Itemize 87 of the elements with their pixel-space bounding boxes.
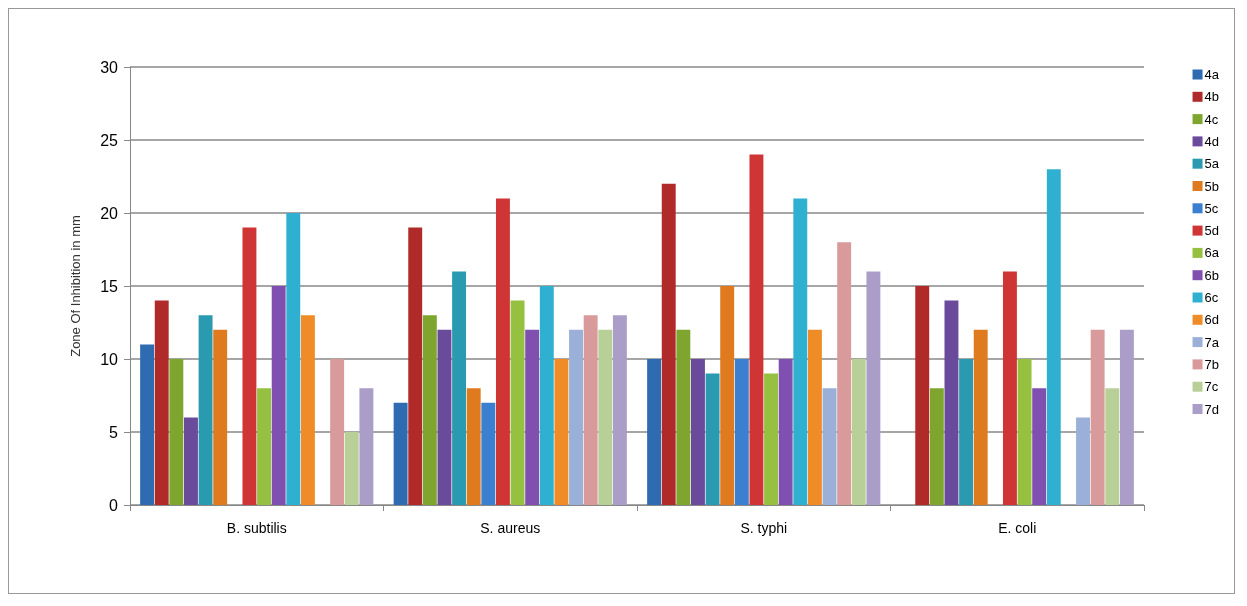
bar (612, 315, 627, 505)
y-axis-title: Zone Of Inhibition in mm (68, 215, 83, 357)
bar (510, 300, 525, 505)
bar (1090, 329, 1105, 505)
bar (300, 315, 315, 505)
legend-label: 6c (1204, 290, 1219, 305)
y-tick-label: 0 (109, 496, 119, 514)
bar (973, 329, 988, 505)
bar (583, 315, 598, 505)
bar (1017, 359, 1032, 505)
x-tick-label: B. subtilis (226, 520, 287, 536)
legend-label: 6d (1204, 312, 1220, 328)
bar (1032, 388, 1047, 505)
bar (764, 373, 779, 505)
bar (851, 359, 866, 505)
bar (481, 402, 496, 505)
legend-label: 7b (1204, 356, 1220, 372)
bar (734, 359, 749, 505)
bar (525, 329, 540, 505)
bar (1076, 417, 1090, 505)
bar (408, 227, 423, 505)
y-tick-label: 5 (109, 423, 119, 441)
legend-label: 4b (1204, 89, 1220, 105)
bar (866, 271, 881, 505)
bar (184, 417, 198, 505)
bar (437, 329, 452, 505)
bar (705, 373, 720, 505)
bar (915, 286, 930, 505)
y-tick-label: 25 (100, 131, 119, 149)
bar (647, 359, 662, 505)
bar (1119, 329, 1134, 505)
bar (676, 329, 691, 505)
bar (359, 388, 374, 505)
y-tick-label: 10 (100, 350, 119, 368)
bar (452, 271, 467, 505)
bar (154, 300, 169, 505)
x-tick-label: S. aureus (480, 520, 541, 536)
legend-label: 6a (1204, 245, 1220, 261)
legend-label: 4c (1204, 111, 1219, 127)
legend-label: 5a (1204, 156, 1220, 172)
bar (959, 359, 974, 505)
bar (598, 329, 613, 505)
bar (837, 242, 852, 505)
legend-label: 5b (1204, 178, 1220, 194)
bar (393, 402, 408, 505)
legend-label: 4d (1204, 133, 1220, 149)
legend-label: 6b (1204, 267, 1220, 283)
legend-label: 7c (1204, 379, 1219, 395)
x-tick-label: S. typhi (740, 520, 788, 536)
bar (944, 300, 959, 505)
bar (169, 359, 184, 505)
bar (1105, 388, 1120, 505)
bar (286, 213, 301, 505)
bar (929, 388, 944, 505)
legend-label: 4a (1204, 67, 1220, 82)
bar (140, 344, 155, 505)
bar (422, 315, 437, 505)
y-tick-label: 30 (100, 58, 119, 76)
bar (213, 329, 228, 505)
legend-label: 5c (1204, 200, 1219, 216)
bar (495, 198, 510, 505)
legend-label: 5d (1204, 223, 1220, 239)
bar (720, 286, 735, 505)
bar (198, 315, 213, 505)
bar (257, 388, 272, 505)
bar (793, 198, 808, 505)
bar (691, 359, 705, 505)
bar (271, 286, 286, 505)
bar (554, 359, 569, 505)
y-tick-label: 20 (100, 204, 119, 222)
x-tick-label: E. coli (998, 520, 1037, 536)
bar (661, 183, 676, 505)
bar (539, 286, 554, 505)
bar (330, 359, 345, 505)
bar (1002, 271, 1017, 505)
bar (778, 359, 793, 505)
bar (807, 329, 822, 505)
bar (1046, 169, 1061, 505)
bar (344, 432, 359, 505)
bar (822, 388, 837, 505)
bar (569, 329, 583, 505)
legend-label: 7a (1204, 334, 1220, 350)
bar (466, 388, 481, 505)
bar (242, 227, 257, 505)
y-tick-label: 15 (100, 277, 119, 295)
bar (749, 154, 764, 505)
legend-label: 7d (1204, 401, 1220, 417)
